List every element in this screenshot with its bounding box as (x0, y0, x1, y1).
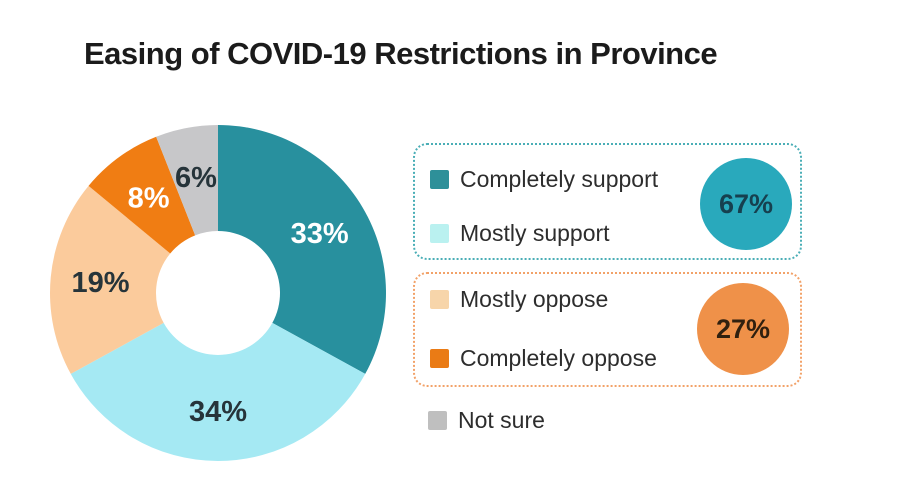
legend-item-mostly-support: Mostly support (430, 219, 610, 247)
slice-label-33pct: 33% (291, 218, 349, 250)
legend-label-completely-support: Completely support (460, 165, 659, 192)
legend-label-mostly-oppose: Mostly oppose (460, 285, 609, 312)
completely-oppose-swatch (430, 348, 449, 368)
slice-label-8pct: 8% (128, 183, 170, 215)
legend-label-completely-oppose: Completely oppose (460, 344, 657, 371)
slice-label-34pct: 34% (189, 396, 247, 428)
support-total-badge: 67% (700, 158, 792, 250)
oppose-total-badge: 27% (697, 283, 789, 375)
legend-item-completely-support: Completely support (430, 165, 658, 193)
slice-label-19pct: 19% (71, 267, 129, 299)
slice-label-6pct: 6% (175, 162, 217, 194)
donut-slice-completely-support (218, 125, 386, 374)
legend-item-mostly-oppose: Mostly oppose (430, 285, 608, 313)
mostly-oppose-swatch (430, 289, 449, 309)
donut-slice-mostly-support (70, 322, 366, 461)
donut-slice-completely-oppose (88, 136, 196, 254)
legend-label-not-sure: Not sure (458, 406, 545, 433)
donut-slice-mostly-oppose (49, 185, 171, 374)
legend-label-mostly-support: Mostly support (460, 219, 610, 246)
legend-group-support: Completely support Mostly support 67% (413, 143, 802, 260)
legend-item-completely-oppose: Completely oppose (430, 344, 657, 372)
mostly-support-swatch (430, 223, 449, 243)
legend-group-oppose: Mostly oppose Completely oppose 27% (413, 272, 802, 387)
donut-slice-not-sure (156, 125, 218, 236)
completely-support-swatch (430, 169, 449, 189)
chart-title: Easing of COVID-19 Restrictions in Provi… (84, 36, 718, 71)
legend-item-not-sure: Not sure (428, 406, 545, 434)
not-sure-swatch (428, 410, 447, 430)
